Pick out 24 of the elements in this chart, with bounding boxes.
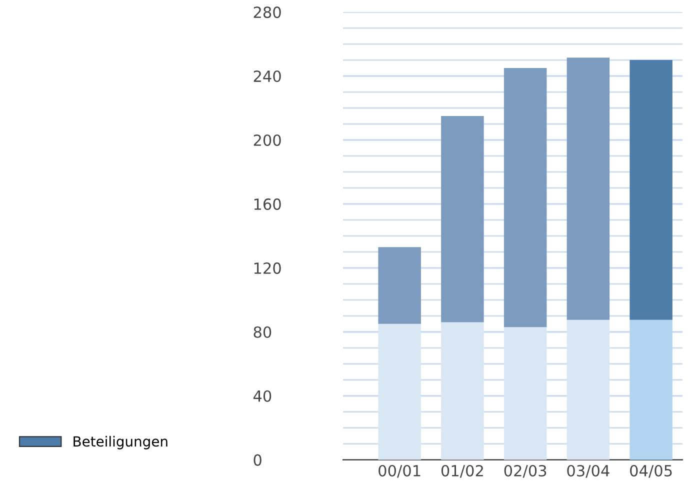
legend-label: Beteiligungen [74,436,168,450]
y-tick-label: 80 [254,326,272,338]
bar [566,58,610,320]
bar [504,68,547,328]
x-tick-label: 03/04 [567,464,610,478]
x-tick-label: 04/05 [630,464,672,478]
bar [441,322,484,460]
bar [630,60,672,320]
y-tick-label: 280 [254,6,281,18]
bar [378,247,421,324]
bar [630,320,672,460]
bar [378,324,421,460]
bar [566,320,610,460]
x-tick-label: 00/01 [378,464,420,478]
y-tick-label: 200 [254,134,281,146]
bar [441,116,484,322]
y-tick-label: 240 [254,70,281,82]
y-tick-label: 120 [254,262,281,274]
x-tick-label: 01/02 [441,464,483,478]
x-tick-label: 02/03 [504,464,546,478]
y-tick-label: 160 [254,198,281,210]
bar [504,327,547,460]
y-tick-label: 40 [253,390,272,402]
y-tick-label: 0 [254,454,262,466]
